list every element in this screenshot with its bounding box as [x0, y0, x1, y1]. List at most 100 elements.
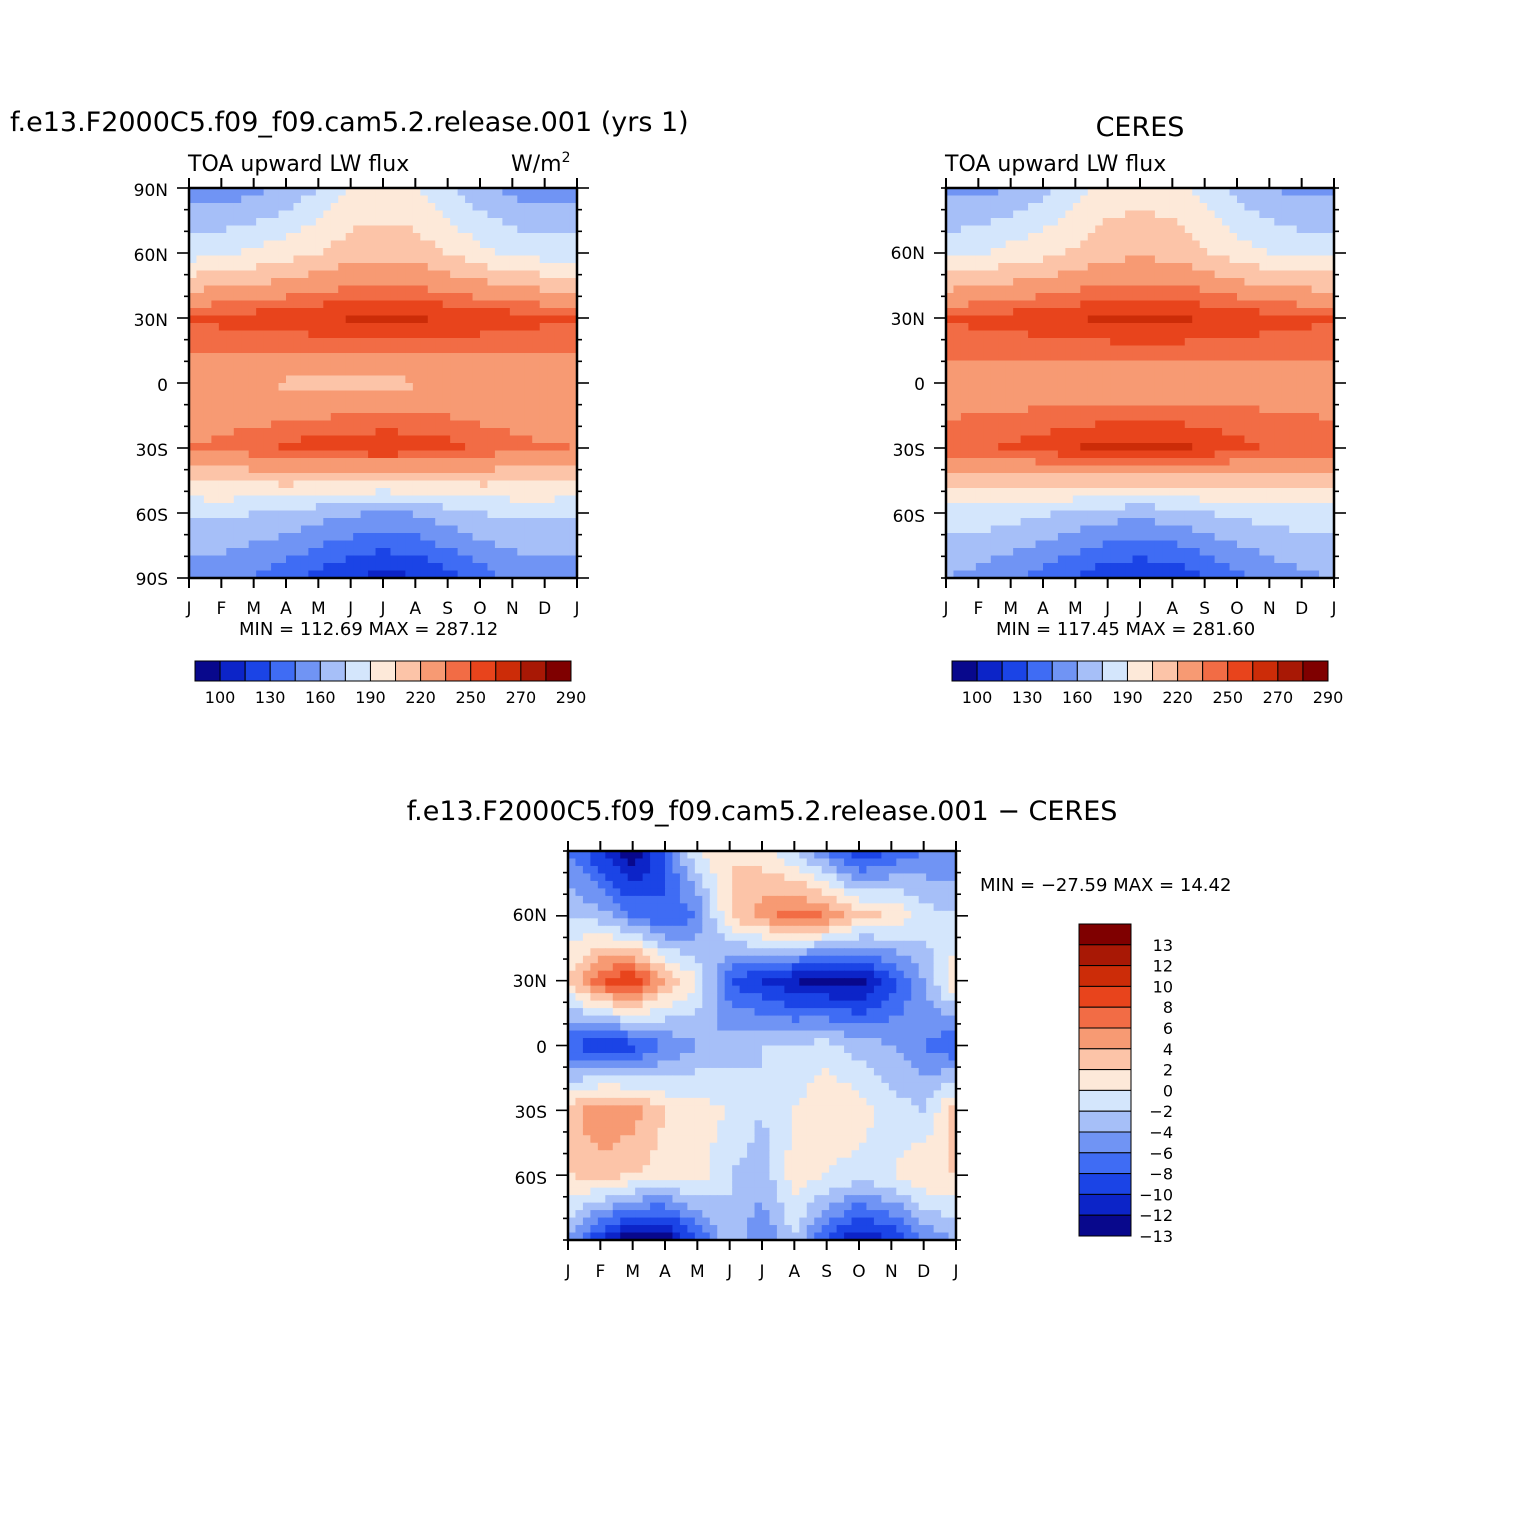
heatmap-cell	[968, 383, 976, 391]
heatmap-cell	[1118, 248, 1126, 256]
heatmap-cell	[1073, 473, 1081, 481]
heatmap-cell	[346, 383, 354, 391]
heatmap-cell	[1021, 286, 1029, 294]
heatmap-cell	[256, 203, 264, 211]
heatmap-cell	[1021, 421, 1029, 429]
heatmap-cell	[219, 398, 227, 406]
heatmap-cell	[495, 451, 503, 459]
heatmap-cell	[331, 473, 339, 481]
heatmap-cell	[517, 451, 525, 459]
heatmap-cell	[1252, 218, 1260, 226]
heatmap-cell	[1043, 368, 1051, 376]
heatmap-cell	[1028, 488, 1036, 496]
heatmap-cell	[293, 413, 301, 421]
heatmap-cell	[998, 308, 1006, 316]
heatmap-cell	[525, 256, 533, 264]
heatmap-cell	[976, 458, 984, 466]
heatmap-cell	[1155, 406, 1163, 414]
heatmap-cell	[264, 473, 272, 481]
heatmap-cell	[308, 271, 316, 279]
heatmap-cell	[420, 376, 428, 384]
heatmap-cell	[1036, 256, 1044, 264]
heatmap-cell	[1118, 346, 1126, 354]
heatmap-cell	[1133, 496, 1141, 504]
heatmap-cell	[279, 541, 287, 549]
heatmap-cell	[540, 256, 548, 264]
heatmap-cell	[1036, 376, 1044, 384]
heatmap-cell	[234, 361, 242, 369]
heatmap-cell	[1080, 331, 1088, 339]
panel-model-heatmap	[189, 188, 578, 579]
heatmap-cell	[1103, 391, 1111, 399]
heatmap-cell	[1297, 428, 1305, 436]
heatmap-cell	[226, 406, 234, 414]
heatmap-cell	[1028, 241, 1036, 249]
heatmap-cell	[405, 316, 413, 324]
heatmap-cell	[376, 316, 384, 324]
heatmap-cell	[1140, 353, 1148, 361]
heatmap-cell	[1282, 211, 1290, 219]
heatmap-cell	[1043, 383, 1051, 391]
heatmap-cell	[1133, 248, 1141, 256]
heatmap-cell	[983, 323, 991, 331]
heatmap-cell	[1244, 218, 1252, 226]
heatmap-cell	[346, 503, 354, 511]
heatmap-cell	[346, 233, 354, 241]
heatmap-cell	[435, 226, 443, 234]
heatmap-cell	[1319, 323, 1327, 331]
heatmap-cell	[1297, 263, 1305, 271]
heatmap-cell	[398, 466, 406, 474]
heatmap-cell	[428, 286, 436, 294]
heatmap-cell	[264, 391, 272, 399]
heatmap-cell	[413, 443, 421, 451]
heatmap-cell	[510, 541, 518, 549]
heatmap-cell	[271, 563, 279, 571]
heatmap-cell	[495, 466, 503, 474]
heatmap-cell	[1297, 338, 1305, 346]
heatmap-cell	[443, 338, 451, 346]
heatmap-cell	[204, 376, 212, 384]
heatmap-cell	[219, 286, 227, 294]
heatmap-cell	[502, 248, 510, 256]
heatmap-cell	[1177, 233, 1185, 241]
heatmap-cell	[211, 466, 219, 474]
heatmap-cell	[502, 368, 510, 376]
heatmap-cell	[465, 503, 473, 511]
heatmap-cell	[1162, 241, 1170, 249]
heatmap-cell	[1013, 428, 1021, 436]
heatmap-cell	[1028, 226, 1036, 234]
heatmap-cell	[323, 323, 331, 331]
heatmap-cell	[316, 473, 324, 481]
heatmap-cell	[353, 286, 361, 294]
heatmap-cell	[323, 218, 331, 226]
heatmap-cell	[1185, 278, 1193, 286]
heatmap-cell	[1110, 226, 1118, 234]
heatmap-cell	[1095, 196, 1103, 204]
heatmap-cell	[458, 248, 466, 256]
heatmap-cell	[286, 518, 294, 526]
heatmap-cell	[465, 466, 473, 474]
heatmap-cell	[450, 451, 458, 459]
heatmap-cell	[547, 473, 555, 481]
heatmap-cell	[1192, 271, 1200, 279]
heatmap-cell	[1133, 481, 1141, 489]
heatmap-cell	[443, 316, 451, 324]
heatmap-cell	[390, 308, 398, 316]
heatmap-cell	[1259, 301, 1267, 309]
heatmap-cell	[331, 428, 339, 436]
heatmap-cell	[219, 436, 227, 444]
heatmap-cell	[1043, 413, 1051, 421]
heatmap-cell	[413, 331, 421, 339]
heatmap-cell	[1110, 436, 1118, 444]
heatmap-cell	[383, 391, 391, 399]
heatmap-cell	[390, 331, 398, 339]
heatmap-cell	[376, 203, 384, 211]
heatmap-cell	[211, 481, 219, 489]
heatmap-cell	[1162, 496, 1170, 504]
heatmap-cell	[279, 203, 287, 211]
heatmap-cell	[219, 368, 227, 376]
heatmap-cell	[1103, 286, 1111, 294]
heatmap-cell	[1073, 496, 1081, 504]
heatmap-cell	[555, 466, 563, 474]
heatmap-cell	[487, 421, 495, 429]
